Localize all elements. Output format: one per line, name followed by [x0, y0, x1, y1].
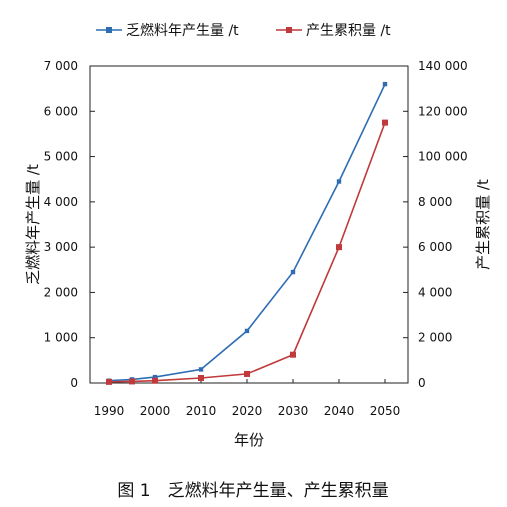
y-right-tick-label: 120 000 — [418, 104, 468, 118]
plot-frame — [89, 65, 409, 384]
x-tick-label: 1990 — [94, 404, 125, 418]
y-left-tick-label: 3 000 — [44, 240, 78, 254]
series-line-1 — [108, 83, 386, 382]
series-2-point — [106, 378, 112, 385]
y-right-tick-label: 6 000 — [418, 240, 452, 254]
series-2-point — [152, 377, 158, 384]
y-left-tick-label: 2 000 — [44, 285, 78, 299]
y-right-tick-label: 4 000 — [418, 285, 452, 299]
y-right-tick-label: 2 000 — [418, 331, 452, 345]
y-right-tick-label: 100 000 — [418, 150, 468, 164]
series-2-point — [129, 378, 135, 385]
y-left-tick-label: 1 000 — [44, 331, 78, 345]
series-2-point — [382, 119, 388, 126]
y-right-tick-label: 140 000 — [418, 59, 468, 73]
series-1-point — [152, 374, 158, 380]
legend-label-1: 乏燃料年产生量 /t — [126, 22, 239, 39]
y-right-axis-title: 产生累积量 /t — [474, 179, 492, 270]
y-left-tick-label: 0 — [70, 376, 78, 390]
series-2-point — [244, 370, 250, 377]
series-1-point — [290, 269, 296, 275]
x-tick-label: 2030 — [278, 404, 309, 418]
x-axis-title: 年份 — [234, 431, 264, 449]
y-right-tick-label: 8 000 — [418, 195, 452, 209]
legend-swatch-marker-1 — [106, 27, 112, 33]
series-2-point — [198, 375, 204, 382]
x-tick-label: 2050 — [370, 404, 401, 418]
series-1-point — [336, 179, 342, 184]
y-left-tick-label: 7 000 — [44, 59, 78, 73]
y-left-tick-label: 6 000 — [44, 104, 78, 118]
series-line-2 — [108, 122, 386, 383]
figure-caption: 图 1 乏燃料年产生量、产生累积量 — [117, 481, 388, 501]
x-tick-label: 2040 — [324, 404, 355, 418]
y-left-tick-label: 5 000 — [44, 150, 78, 164]
series-1-point — [382, 81, 388, 87]
series-1-point — [244, 328, 250, 334]
x-tick-label: 2000 — [140, 404, 171, 418]
y-left-tick-label: 4 000 — [44, 195, 78, 209]
y-right-tick-label: 0 — [418, 376, 426, 390]
series-2-point — [290, 351, 296, 358]
series-1-point — [198, 367, 204, 372]
series-2-point — [336, 244, 342, 251]
x-tick-label: 2010 — [186, 404, 217, 418]
legend-label-2: 产生累积量 /t — [306, 23, 391, 39]
y-left-axis-title: 乏燃料年产生量 /t — [24, 164, 42, 285]
legend-swatch-marker-2 — [286, 27, 292, 33]
x-tick-label: 2020 — [232, 404, 263, 418]
